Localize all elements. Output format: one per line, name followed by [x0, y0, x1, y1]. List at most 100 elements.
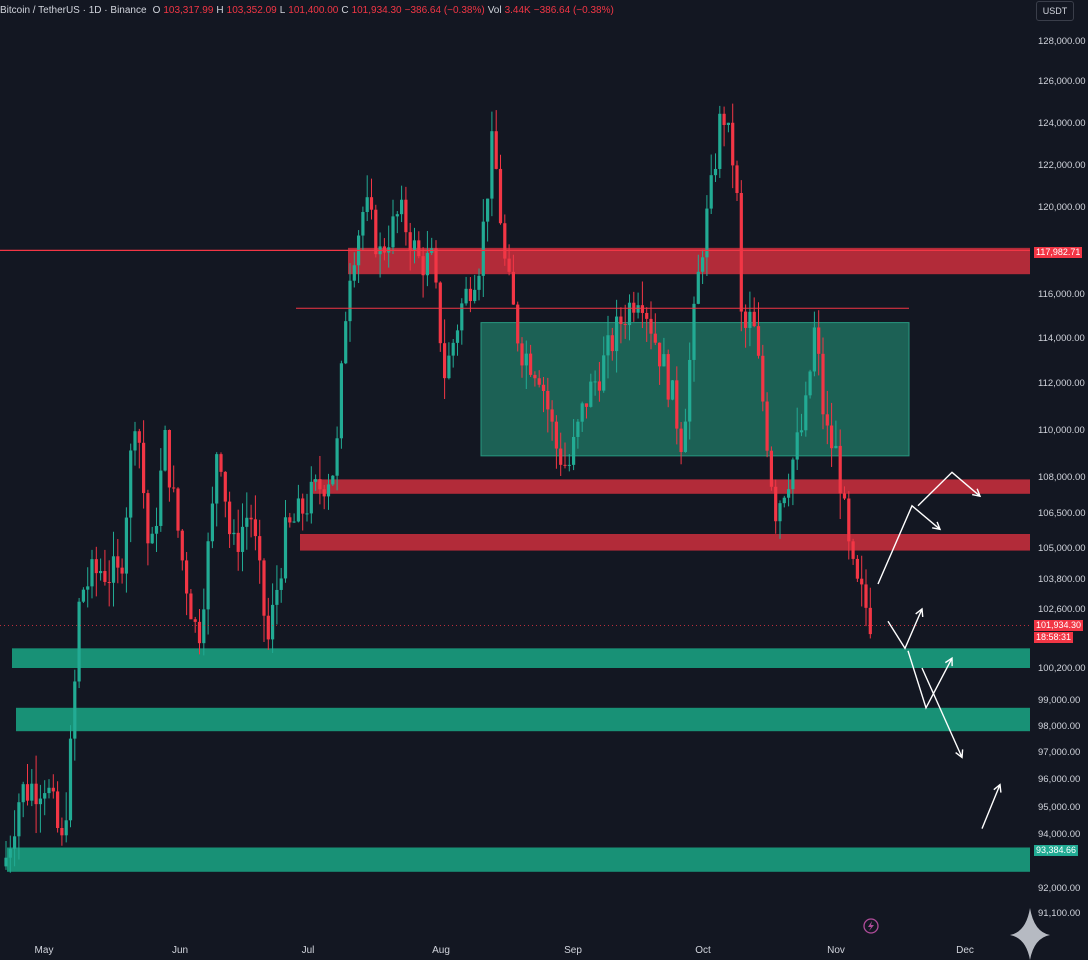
candle — [283, 499, 288, 583]
candle — [335, 426, 339, 491]
candle — [357, 230, 361, 283]
candle — [111, 531, 116, 607]
ohlc-low: 101,400.00 — [288, 4, 339, 16]
candle — [374, 204, 378, 258]
price-tick-label: 108,000.00 — [1038, 472, 1086, 483]
candle — [146, 489, 150, 566]
ohlc-low-label: L — [279, 4, 286, 16]
candle — [550, 400, 554, 441]
price-tick-label: 99,000.00 — [1038, 695, 1080, 706]
candle — [301, 493, 305, 531]
candle — [249, 504, 253, 538]
candle — [90, 549, 94, 599]
lightning-icon[interactable] — [863, 918, 879, 934]
price-tick-label: 126,000.00 — [1038, 76, 1086, 87]
candle — [606, 315, 610, 379]
candle — [180, 529, 184, 571]
support-zone-3[interactable] — [12, 648, 1030, 668]
candle — [640, 281, 644, 329]
candle — [154, 507, 159, 553]
candle — [210, 486, 214, 549]
candle — [331, 475, 335, 486]
price-tick-label: 91,100.00 — [1038, 908, 1080, 919]
arrowhead — [915, 607, 924, 618]
candle — [296, 484, 300, 523]
candle — [696, 254, 700, 305]
candle — [4, 841, 8, 870]
candle — [679, 422, 683, 465]
currency-button[interactable]: USDT — [1036, 1, 1074, 21]
price-axis: 128,000.00 126,000.00 124,000.00 122,000.00… — [1038, 36, 1086, 919]
candle — [623, 304, 627, 339]
price-tick-label: 95,000.00 — [1038, 802, 1080, 813]
price-tick-label: 94,000.00 — [1038, 829, 1080, 840]
candle — [795, 407, 799, 470]
candle — [215, 452, 219, 527]
candle — [842, 486, 847, 501]
candle — [86, 567, 90, 608]
candle — [68, 725, 73, 828]
volume-value: 3.44K — [504, 4, 531, 16]
candle — [761, 344, 765, 412]
support-zone-5[interactable] — [7, 847, 1030, 872]
candle — [417, 231, 421, 259]
candle — [60, 817, 64, 846]
candle — [464, 276, 468, 306]
ohlc-change: −386.64 (−0.38%) — [404, 4, 485, 16]
candle — [8, 835, 12, 873]
candle — [576, 419, 580, 449]
resistance-zone-1[interactable] — [313, 479, 1030, 494]
time-tick-label: Aug — [432, 945, 450, 956]
candle — [765, 392, 769, 458]
candle — [64, 792, 68, 843]
price-tick-label: 97,000.00 — [1038, 747, 1080, 758]
candle — [451, 338, 455, 368]
candle — [365, 175, 369, 222]
time-tick-label: Jun — [172, 945, 188, 956]
resistance-zone-2[interactable] — [300, 534, 1030, 551]
candle — [314, 474, 318, 491]
projection-arrow-0[interactable] — [877, 504, 941, 585]
candle — [675, 366, 679, 445]
candle — [735, 160, 739, 201]
candle — [103, 549, 107, 586]
candle — [240, 503, 245, 572]
candle — [864, 569, 868, 627]
candle — [197, 608, 202, 655]
candle — [17, 793, 21, 860]
candle — [228, 491, 232, 548]
candle — [481, 199, 485, 298]
candle — [133, 421, 137, 466]
projection-arrow-4[interactable] — [921, 667, 963, 758]
projection-arrow-2[interactable] — [887, 608, 923, 650]
candle — [176, 487, 180, 538]
candle — [649, 301, 653, 350]
candle — [167, 429, 171, 502]
candle — [447, 342, 451, 380]
candle — [288, 512, 292, 528]
support-zone-4[interactable] — [16, 707, 1030, 732]
candle — [645, 307, 649, 342]
candle — [670, 379, 675, 401]
projection-arrow-5[interactable] — [981, 784, 1001, 829]
candle — [683, 408, 687, 453]
candle — [309, 466, 313, 524]
candle — [43, 780, 47, 816]
candle — [344, 311, 348, 365]
candle — [774, 479, 778, 534]
candle — [860, 555, 864, 607]
time-tick-label: May — [35, 945, 54, 956]
candle — [185, 552, 189, 616]
candle — [73, 669, 77, 761]
projection-arrow-1[interactable] — [917, 471, 981, 507]
symbol-title[interactable]: Bitcoin / TetherUS · 1D · Binance — [0, 4, 147, 16]
candle — [589, 373, 593, 408]
candle — [572, 419, 576, 471]
projection-arrow-3[interactable] — [907, 650, 953, 710]
candle — [352, 252, 356, 288]
candle — [253, 495, 257, 551]
candle — [107, 560, 111, 607]
arrowhead — [944, 656, 953, 667]
resistance-zone-0[interactable] — [348, 247, 1030, 275]
